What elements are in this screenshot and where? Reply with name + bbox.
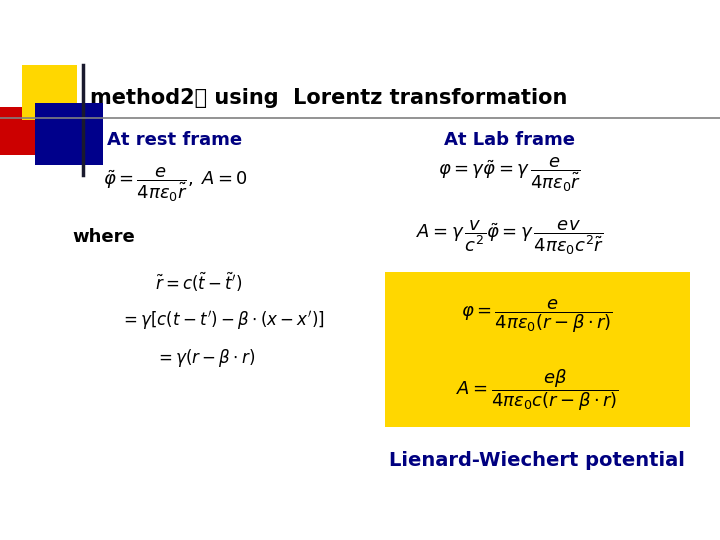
Bar <box>35 103 103 165</box>
Bar <box>385 272 690 427</box>
Text: $= \gamma(r - \beta \cdot r)$: $= \gamma(r - \beta \cdot r)$ <box>155 347 256 369</box>
Text: $= \gamma[c(t-t^{\prime}) - \beta \cdot (x-x^{\prime})]$: $= \gamma[c(t-t^{\prime}) - \beta \cdot … <box>120 308 325 332</box>
Text: $A = \dfrac{e\beta}{4\pi\varepsilon_0 c(r - \beta \cdot r)}$: $A = \dfrac{e\beta}{4\pi\varepsilon_0 c(… <box>456 367 618 413</box>
Text: where: where <box>72 228 135 246</box>
Text: method2： using  Lorentz transformation: method2： using Lorentz transformation <box>90 88 567 108</box>
Text: $\tilde{\varphi} = \dfrac{e}{4\pi\varepsilon_0\tilde{r}},\; A = 0$: $\tilde{\varphi} = \dfrac{e}{4\pi\vareps… <box>103 166 248 204</box>
Text: $\varphi = \gamma\tilde{\varphi} = \gamma\,\dfrac{e}{4\pi\varepsilon_0\tilde{r}}: $\varphi = \gamma\tilde{\varphi} = \gamm… <box>438 156 582 194</box>
Text: At rest frame: At rest frame <box>107 131 243 149</box>
Text: $A = \gamma\,\dfrac{v}{c^2}\tilde{\varphi} = \gamma\,\dfrac{ev}{4\pi\varepsilon_: $A = \gamma\,\dfrac{v}{c^2}\tilde{\varph… <box>416 219 604 258</box>
Text: Lienard-Wiechert potential: Lienard-Wiechert potential <box>389 450 685 469</box>
Text: At Lab frame: At Lab frame <box>444 131 575 149</box>
Text: $\varphi = \dfrac{e}{4\pi\varepsilon_0(r - \beta \cdot r)}$: $\varphi = \dfrac{e}{4\pi\varepsilon_0(r… <box>462 297 613 335</box>
Bar <box>0 107 53 155</box>
Bar <box>22 65 77 120</box>
Text: $\tilde{r} = c(\tilde{t} - \tilde{t}^{\prime})$: $\tilde{r} = c(\tilde{t} - \tilde{t}^{\p… <box>155 271 242 294</box>
